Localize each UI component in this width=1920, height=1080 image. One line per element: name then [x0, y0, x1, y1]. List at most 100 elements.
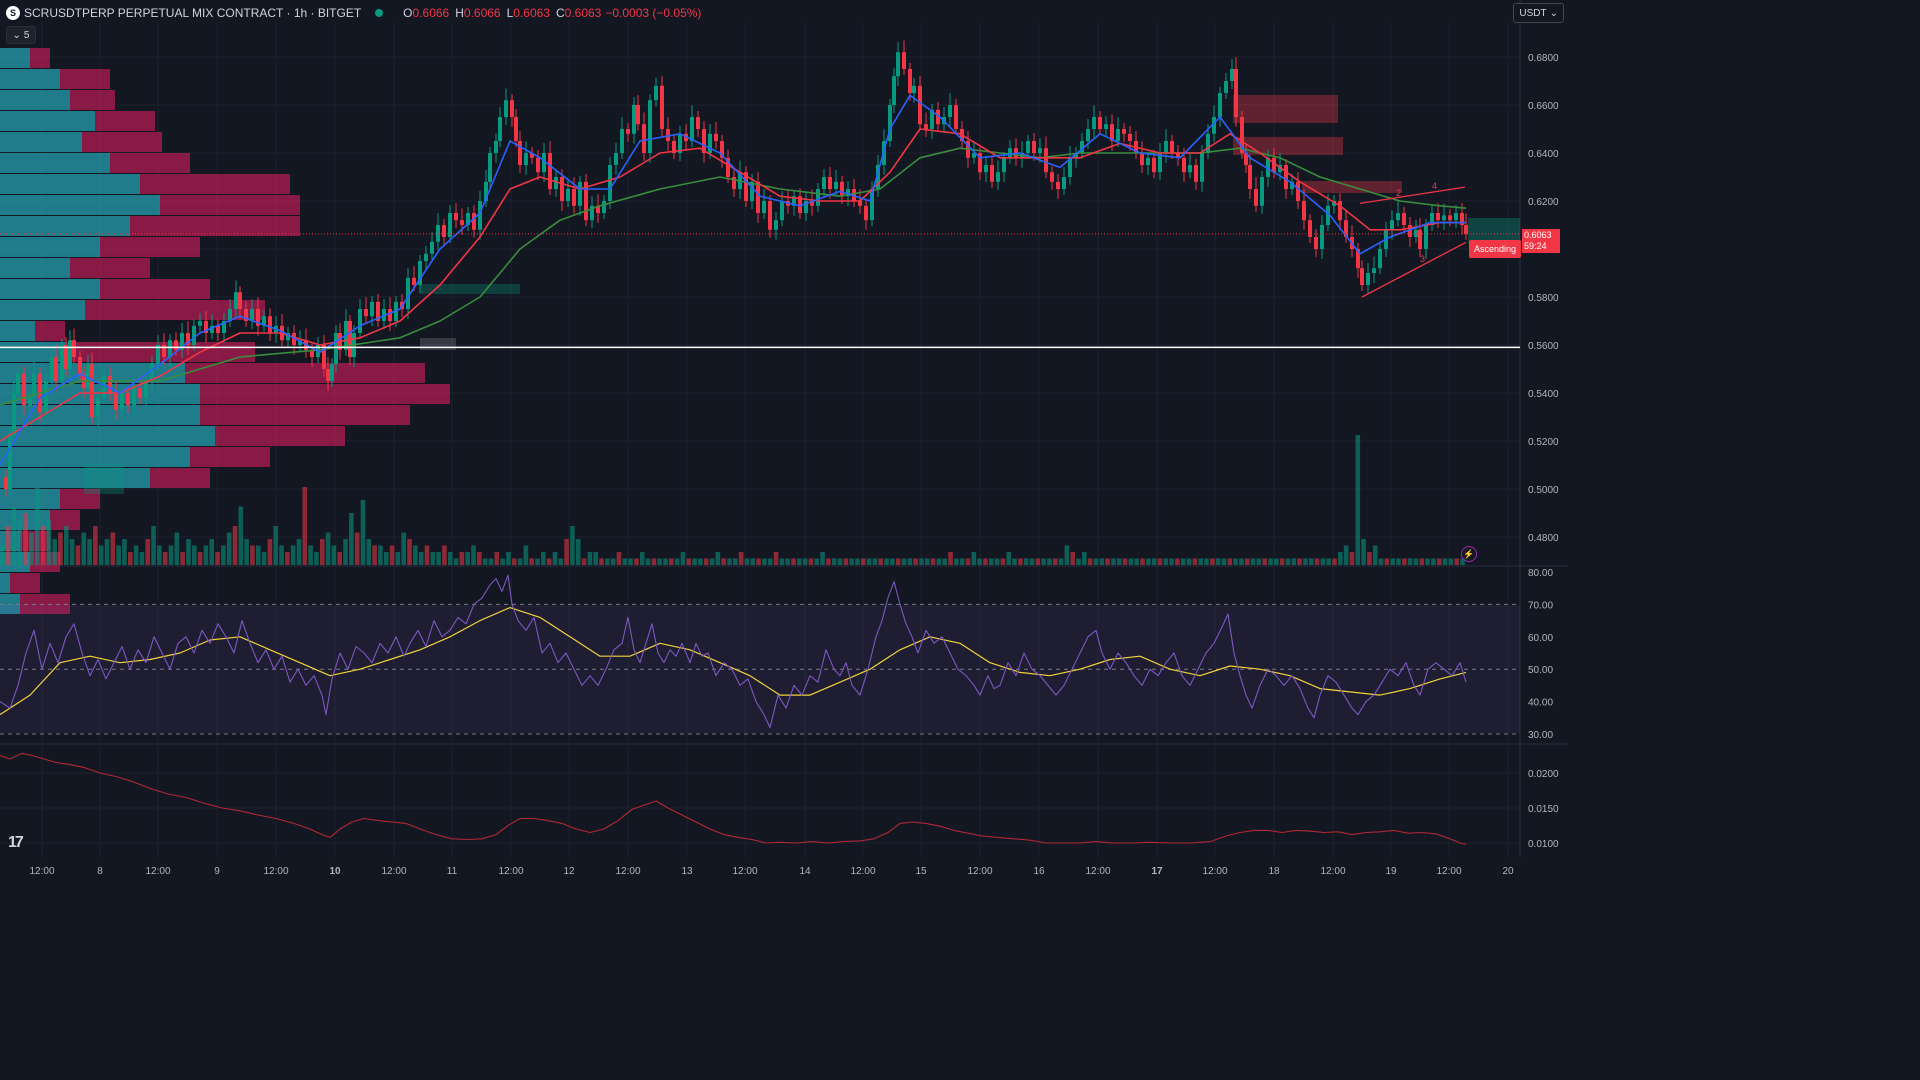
volume-bar — [477, 552, 482, 565]
candle-body — [626, 129, 630, 134]
candle-body — [132, 388, 136, 405]
volume-profile-down — [82, 132, 162, 152]
candle-body — [1230, 69, 1234, 81]
volume-profile-up — [0, 216, 130, 236]
candle-body — [268, 316, 272, 333]
candle-body — [1206, 133, 1210, 153]
volume-bar — [767, 558, 773, 565]
symbol-header: S SCRUSDTPERP PERPETUAL MIX CONTRACT · 1… — [6, 4, 701, 22]
candle-body — [54, 357, 58, 381]
price-axis[interactable]: 0.68000.66000.64000.62000.60000.58000.56… — [1528, 53, 1559, 850]
volume-bar — [605, 558, 610, 565]
candle-body — [1402, 213, 1406, 225]
candle-body — [1158, 153, 1162, 173]
volume-bar — [994, 558, 1000, 565]
candle-body — [1372, 268, 1376, 273]
volume-profile-up — [0, 111, 95, 131]
candle-body — [1200, 153, 1204, 182]
candle-body — [678, 133, 682, 153]
volume-bar — [221, 545, 226, 565]
candle-body — [1026, 141, 1030, 153]
volume-bar — [34, 487, 40, 565]
volume-bar — [116, 545, 121, 565]
volume-bar — [1326, 558, 1331, 565]
volume-bar — [645, 558, 651, 565]
candle-body — [466, 213, 470, 225]
candle-body — [1296, 181, 1300, 201]
volume-bar — [395, 552, 401, 565]
time-tick-label: 13 — [681, 866, 693, 877]
candle-body — [1260, 177, 1264, 206]
volume-bar — [203, 545, 209, 565]
osc-tick-label: 0.0150 — [1528, 804, 1559, 815]
volume-bar — [895, 558, 901, 565]
tradingview-logo-icon[interactable]: 17 — [8, 834, 24, 851]
trading-chart[interactable]: 243 0.68000.66000.64000.62000.60000.5800… — [0, 0, 1568, 882]
candle-body — [804, 201, 808, 213]
candle-body — [1116, 129, 1120, 141]
candle-body — [1140, 153, 1144, 165]
volume-bar — [750, 558, 756, 565]
volume-profile-up — [0, 384, 200, 404]
volume-bar — [628, 558, 633, 565]
volume-bar — [1320, 558, 1326, 565]
volume-bar — [1297, 558, 1302, 565]
volume-bar — [250, 545, 255, 565]
candle-body — [774, 220, 778, 230]
volume-bar — [942, 558, 948, 565]
lightning-icon[interactable]: ⚡ — [1461, 546, 1477, 562]
volume-profile-down — [215, 426, 345, 446]
candle-body — [908, 69, 912, 93]
volume-bar — [151, 526, 156, 565]
candle-body — [460, 220, 464, 225]
volume-profile-down — [100, 237, 200, 257]
candle-body — [1360, 268, 1364, 285]
volume-bar — [1454, 558, 1459, 565]
volume-bar — [1018, 558, 1023, 565]
volume-profile-up — [0, 195, 160, 215]
time-axis[interactable]: 12:00 8 12:00 9 12:00 10 12:00 11 12:00 12 12:00 13… — [29, 866, 1514, 877]
volume-bar — [744, 558, 750, 565]
price-levels — [0, 233, 1520, 349]
volume-bar — [575, 539, 581, 565]
candle-body — [388, 309, 392, 321]
price-tick-label: 0.5200 — [1528, 437, 1559, 448]
volume-profile-down — [70, 258, 150, 278]
candle-body — [1098, 117, 1102, 129]
volume-bar — [1035, 558, 1041, 565]
candle-body — [816, 189, 820, 206]
candle-body — [572, 189, 576, 206]
currency-selector[interactable]: USDT ⌄ — [1513, 3, 1564, 23]
volume-profile-up — [0, 573, 10, 593]
volume-bar — [1332, 558, 1337, 565]
volume-bar — [785, 558, 790, 565]
volume-profile-down — [185, 363, 425, 383]
volume-bar — [1244, 558, 1250, 565]
candle-body — [322, 345, 326, 369]
candle-body — [1278, 165, 1282, 173]
volume-bar — [343, 539, 348, 565]
pattern-label[interactable]: Ascending — [1469, 240, 1521, 258]
volume-bar — [331, 545, 337, 565]
volume-bar — [273, 526, 279, 565]
volume-bar — [11, 506, 17, 565]
close-label: C — [555, 6, 565, 20]
candle-body — [870, 189, 874, 221]
candle-body — [454, 213, 458, 221]
candle-body — [1244, 153, 1248, 165]
volume-bar — [1157, 558, 1163, 565]
candle-body — [114, 393, 118, 410]
rsi-tick-label: 50.00 — [1528, 665, 1553, 676]
volume-bar — [773, 552, 779, 565]
volume-bar — [1436, 558, 1442, 565]
candle-body — [120, 393, 124, 410]
candle-body — [180, 333, 184, 350]
candle-body — [864, 205, 868, 221]
candle-body — [972, 153, 976, 158]
volume-bar — [756, 558, 761, 565]
symbol-title[interactable]: SCRUSDTPERP PERPETUAL MIX CONTRACT · 1h … — [24, 6, 362, 20]
candle-body — [852, 189, 856, 201]
candle-body — [1344, 220, 1348, 237]
currency-label: USDT — [1519, 7, 1547, 19]
indicators-toggle-button[interactable]: ⌄ 5 — [6, 26, 36, 44]
